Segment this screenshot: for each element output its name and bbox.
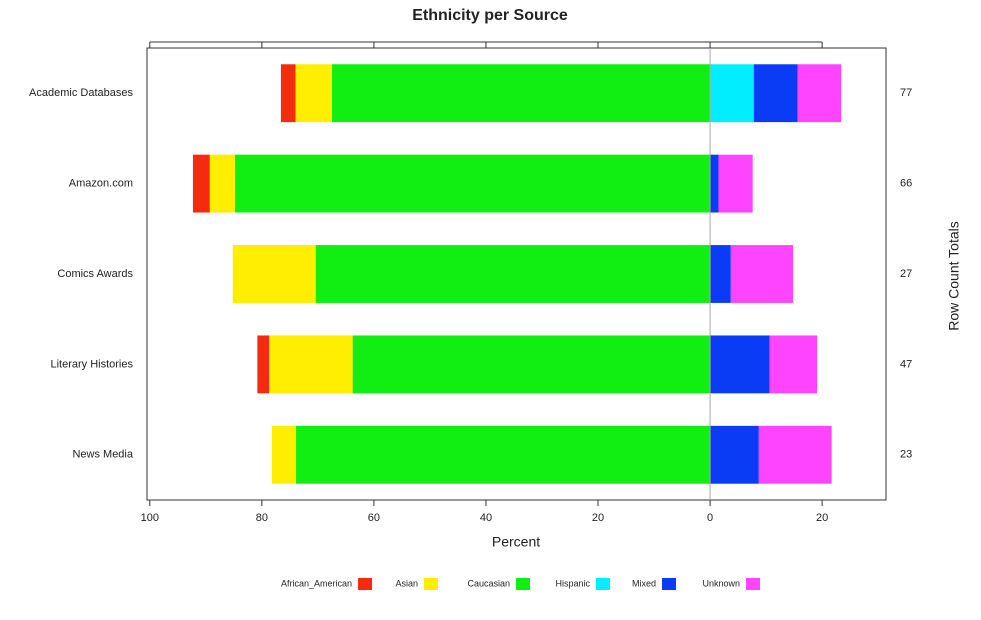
legend-label: Caucasian xyxy=(467,578,510,588)
chart-title: Ethnicity per Source xyxy=(412,7,568,24)
bar-segment xyxy=(710,335,770,394)
bar-segment xyxy=(352,335,711,394)
x-tick-label: 60 xyxy=(368,512,380,524)
legend-swatch xyxy=(596,578,610,590)
bar-segment xyxy=(296,425,711,484)
y-tick-label: News Media xyxy=(72,449,133,461)
bar-segment xyxy=(209,154,235,213)
legend-swatch xyxy=(424,578,438,590)
legend-swatch xyxy=(358,578,372,590)
row-total: 47 xyxy=(900,358,912,370)
row-total: 23 xyxy=(900,449,912,461)
y-tick-label: Amazon.com xyxy=(69,178,133,190)
bar-segment xyxy=(797,64,842,123)
bar-segment xyxy=(710,425,759,484)
bar-segment xyxy=(315,245,711,303)
bar-segment xyxy=(710,154,719,213)
bar-segment xyxy=(257,335,270,394)
bar-segment xyxy=(718,154,753,213)
legend-label: Unknown xyxy=(702,578,740,588)
bar-segment xyxy=(295,64,332,123)
legend-swatch xyxy=(516,578,530,590)
x-tick-label: 20 xyxy=(592,512,604,524)
bar-segment xyxy=(753,64,798,123)
x-tick-label: 100 xyxy=(141,512,159,524)
x-tick-label: 80 xyxy=(256,512,268,524)
bar-segment xyxy=(234,154,711,213)
y-tick-label: Academic Databases xyxy=(29,87,133,99)
bar-segment xyxy=(710,245,731,303)
row-total: 27 xyxy=(900,268,912,280)
legend-label: African_American xyxy=(281,578,352,588)
bar-segment xyxy=(271,425,297,484)
y-tick-label: Literary Histories xyxy=(50,358,133,370)
bar-segment xyxy=(331,64,711,123)
legend-label: Mixed xyxy=(632,578,656,588)
legend-label: Asian xyxy=(395,578,418,588)
bar-segment xyxy=(758,425,832,484)
bar-segment xyxy=(192,154,210,213)
x-tick-label: 20 xyxy=(816,512,828,524)
bar-segment xyxy=(232,245,316,303)
bar-segment xyxy=(769,335,818,394)
x-axis-label: Percent xyxy=(492,534,540,550)
bar-segment xyxy=(280,64,296,123)
bar-segment xyxy=(269,335,353,394)
row-total: 66 xyxy=(900,178,912,190)
bar-segment xyxy=(710,64,754,123)
legend-swatch xyxy=(746,578,760,590)
right-axis-label: Row Count Totals xyxy=(946,221,962,330)
bar-segment xyxy=(730,245,793,303)
y-tick-label: Comics Awards xyxy=(57,268,133,280)
legend-label: Hispanic xyxy=(555,578,590,588)
plot-frame xyxy=(146,47,887,501)
x-tick-label: 40 xyxy=(480,512,492,524)
x-tick-label: 0 xyxy=(707,512,713,524)
legend-swatch xyxy=(662,578,676,590)
row-total: 77 xyxy=(900,87,912,99)
